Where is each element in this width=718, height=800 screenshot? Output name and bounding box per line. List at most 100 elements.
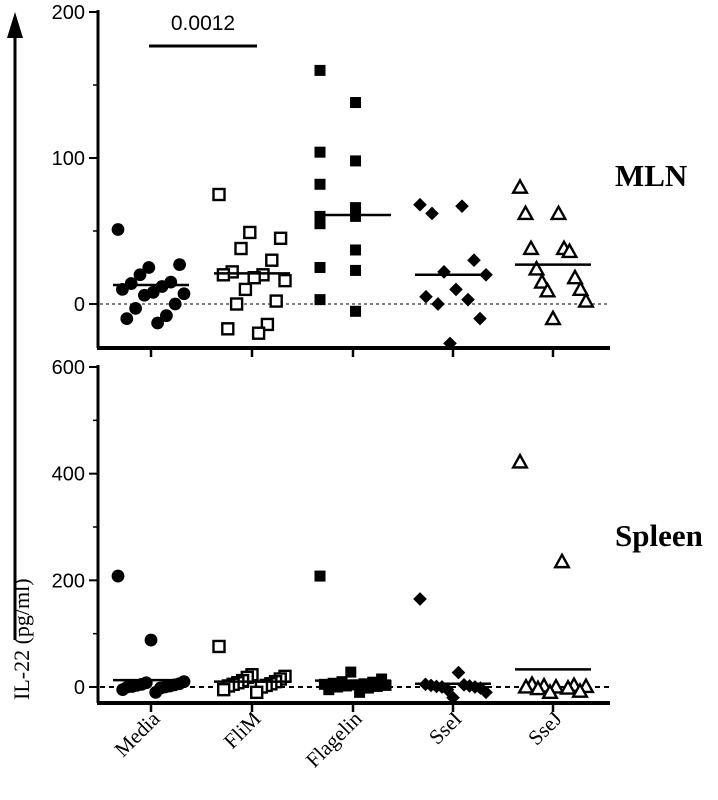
data-point-flim bbox=[212, 639, 226, 654]
y-axis-label: IL-22 (pg/ml) bbox=[9, 578, 34, 700]
data-point-ssei bbox=[455, 199, 469, 213]
data-point-flim bbox=[278, 273, 292, 288]
data-point-flim bbox=[212, 187, 226, 202]
data-point-flagelin bbox=[350, 155, 362, 167]
x-category-label: FliM bbox=[219, 706, 266, 753]
data-point-flagelin bbox=[350, 210, 362, 222]
data-point-ssej bbox=[522, 239, 540, 256]
data-point-flim bbox=[229, 297, 244, 311]
data-point-flim bbox=[238, 282, 253, 297]
y-tick-label: 200 bbox=[52, 2, 85, 24]
data-point-ssei bbox=[443, 336, 457, 351]
data-point-ssej bbox=[577, 291, 595, 308]
data-point-ssej bbox=[511, 177, 529, 194]
data-point-media bbox=[149, 685, 163, 699]
data-point-media bbox=[144, 633, 158, 647]
data-point-ssej bbox=[517, 677, 535, 694]
data-point-ssej bbox=[516, 204, 535, 221]
data-point-flim bbox=[265, 253, 279, 267]
data-point-flagelin bbox=[349, 679, 361, 691]
y-tick-label: 400 bbox=[52, 464, 85, 486]
data-point-media bbox=[120, 312, 134, 325]
x-category-label: SseI bbox=[424, 707, 467, 750]
data-point-media bbox=[111, 569, 125, 583]
data-point-flim bbox=[221, 322, 235, 336]
x-category-label: SseJ bbox=[523, 707, 566, 750]
data-point-flim bbox=[260, 317, 275, 332]
data-point-ssej bbox=[544, 309, 562, 326]
data-point-ssej bbox=[527, 259, 546, 276]
data-point-media bbox=[151, 316, 164, 330]
y-tick-label: 0 bbox=[74, 294, 85, 316]
data-point-flagelin bbox=[362, 682, 374, 694]
data-point-ssej bbox=[553, 552, 571, 569]
data-point-flagelin bbox=[314, 146, 326, 158]
data-point-ssej bbox=[559, 678, 577, 695]
data-point-flagelin bbox=[314, 178, 326, 190]
data-point-flagelin bbox=[350, 97, 362, 109]
data-point-flim bbox=[234, 241, 248, 256]
data-point-ssej bbox=[571, 681, 589, 698]
data-point-ssei bbox=[449, 282, 463, 297]
panel-label-mln: MLN bbox=[615, 158, 687, 193]
data-point-flagelin bbox=[350, 202, 362, 214]
panel-label-spleen: Spleen bbox=[615, 518, 703, 553]
data-point-ssei bbox=[437, 265, 451, 279]
data-point-ssej bbox=[566, 268, 584, 285]
x-category-label: Media bbox=[110, 706, 165, 761]
data-point-ssei bbox=[473, 681, 488, 695]
data-point-flagelin bbox=[340, 680, 352, 692]
y-tick-label: 100 bbox=[52, 148, 85, 170]
data-point-flim bbox=[217, 682, 231, 697]
data-point-flagelin bbox=[323, 684, 335, 696]
data-point-media bbox=[142, 261, 156, 274]
data-point-flagelin bbox=[350, 305, 362, 317]
data-point-flagelin bbox=[380, 679, 392, 691]
data-point-flim bbox=[273, 231, 288, 246]
data-point-flagelin bbox=[314, 262, 326, 273]
data-point-flagelin bbox=[314, 64, 326, 76]
data-point-flagelin bbox=[376, 673, 388, 685]
data-point-ssei bbox=[467, 253, 481, 268]
data-point-ssej bbox=[538, 281, 557, 298]
data-point-flagelin bbox=[314, 210, 326, 222]
y-tick-label: 0 bbox=[74, 677, 85, 699]
data-point-flagelin bbox=[332, 681, 344, 693]
data-point-media bbox=[133, 268, 147, 282]
data-point-ssej bbox=[571, 280, 590, 297]
p-value-label: 0.0012 bbox=[171, 12, 235, 35]
data-point-flim bbox=[243, 225, 257, 240]
data-point-media bbox=[173, 258, 186, 271]
y-tick-label: 600 bbox=[52, 357, 85, 379]
data-point-flagelin bbox=[354, 686, 366, 698]
data-point-ssei bbox=[451, 665, 466, 680]
data-point-media bbox=[129, 302, 142, 315]
data-point-ssei bbox=[425, 206, 439, 221]
data-point-flagelin bbox=[350, 264, 362, 276]
data-point-ssej bbox=[541, 683, 559, 699]
data-point-ssej bbox=[529, 679, 547, 696]
data-point-flagelin bbox=[345, 666, 357, 678]
data-point-ssei bbox=[431, 297, 445, 311]
data-point-flagelin bbox=[314, 294, 326, 306]
x-category-label: Flagelin bbox=[301, 706, 367, 772]
data-point-flim bbox=[216, 268, 231, 282]
data-point-media bbox=[168, 297, 182, 311]
data-point-ssej bbox=[560, 242, 579, 259]
data-point-ssei bbox=[419, 289, 433, 304]
data-point-ssei bbox=[413, 592, 427, 606]
data-point-flim bbox=[250, 685, 264, 700]
data-point-ssej bbox=[511, 452, 529, 469]
data-point-ssej bbox=[533, 272, 551, 289]
data-point-flagelin bbox=[314, 570, 326, 582]
data-point-media bbox=[138, 288, 151, 302]
data-point-flagelin bbox=[350, 244, 362, 256]
data-point-media bbox=[160, 309, 173, 323]
data-point-media bbox=[177, 287, 191, 301]
data-point-ssej bbox=[549, 204, 568, 221]
data-point-ssei bbox=[479, 685, 493, 700]
data-point-ssei bbox=[473, 311, 487, 326]
data-point-flim bbox=[269, 294, 283, 308]
data-point-ssei bbox=[461, 292, 475, 307]
